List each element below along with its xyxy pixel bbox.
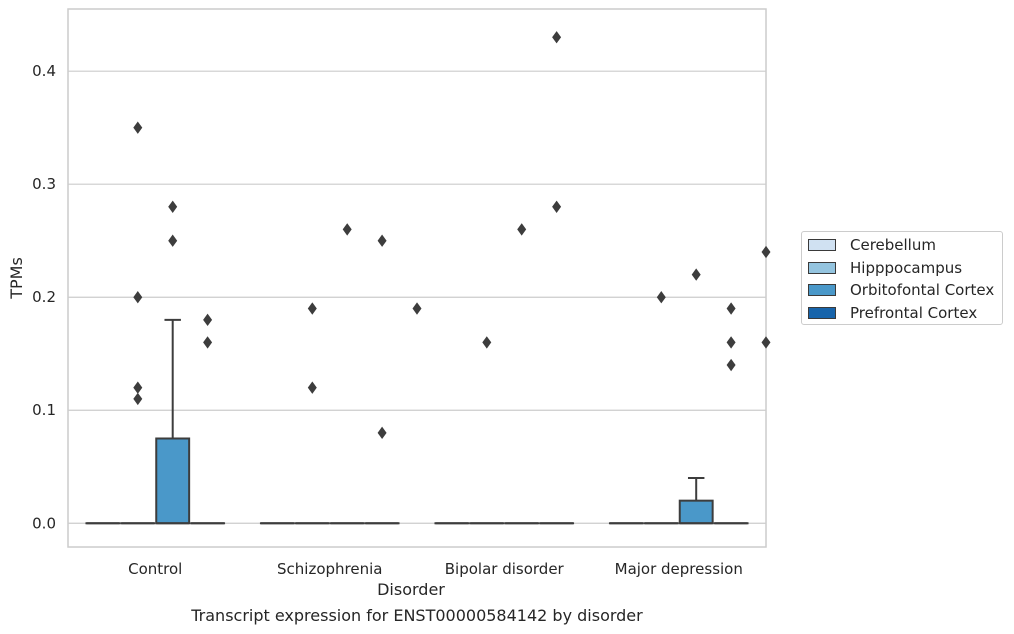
- legend-swatch: [808, 239, 836, 251]
- outlier-point: [203, 336, 213, 349]
- y-tick-label: 0.2: [32, 288, 56, 306]
- outlier-point: [691, 268, 701, 281]
- y-tick-label: 0.1: [32, 401, 56, 419]
- legend: Cerebellum Hipppocampus Orbitofontal Corte…: [801, 231, 1003, 325]
- y-tick-label: 0.0: [32, 514, 56, 532]
- outlier-point: [133, 121, 143, 134]
- outlier-point: [412, 302, 422, 315]
- x-tick-label: Major depression: [615, 560, 743, 578]
- outlier-point: [761, 245, 771, 259]
- y-axis-title: TPMs: [7, 257, 26, 300]
- legend-label: Cerebellum: [850, 236, 936, 254]
- legend-item: Cerebellum: [808, 236, 936, 254]
- outlier-point: [761, 336, 771, 349]
- outlier-point: [517, 223, 527, 236]
- box: [678, 499, 714, 525]
- legend-item: Orbitofontal Cortex: [808, 281, 994, 299]
- legend-label: Hipppocampus: [850, 258, 963, 277]
- outlier-point: [168, 234, 178, 247]
- x-tick-label: Bipolar disorder: [445, 560, 565, 578]
- box: [155, 437, 191, 525]
- x-axis-title: Disorder: [377, 580, 445, 599]
- legend-item: Prefrontal Cortex: [808, 304, 977, 322]
- plot-frame: [67, 8, 767, 548]
- y-tick-label: 0.3: [32, 175, 56, 193]
- outlier-point: [203, 313, 213, 326]
- outlier-point: [307, 302, 317, 315]
- outlier-point: [377, 426, 387, 440]
- x-tick-label: Control: [128, 560, 182, 578]
- legend-label: Orbitofontal Cortex: [850, 281, 995, 300]
- outlier-point: [726, 358, 736, 372]
- outlier-point: [342, 223, 352, 236]
- outlier-point: [552, 200, 562, 213]
- chart-caption: Transcript expression for ENST0000058414…: [191, 606, 643, 625]
- outlier-point: [726, 302, 736, 315]
- outlier-point: [482, 336, 492, 349]
- outlier-point: [552, 31, 562, 44]
- legend-swatch: [808, 284, 836, 297]
- outlier-point: [726, 336, 736, 349]
- x-tick-label: Schizophrenia: [277, 560, 382, 578]
- outlier-point: [307, 381, 317, 394]
- outlier-point: [133, 381, 143, 394]
- outlier-point: [133, 392, 143, 406]
- legend-item: Hipppocampus: [808, 259, 962, 277]
- legend-swatch: [808, 261, 836, 274]
- outlier-point: [377, 234, 387, 247]
- outlier-point: [168, 200, 178, 213]
- outlier-point: [133, 291, 143, 304]
- legend-label: Prefrontal Cortex: [850, 303, 978, 322]
- outlier-point: [656, 291, 666, 304]
- y-tick-label: 0.4: [32, 62, 56, 80]
- legend-swatch: [808, 306, 836, 319]
